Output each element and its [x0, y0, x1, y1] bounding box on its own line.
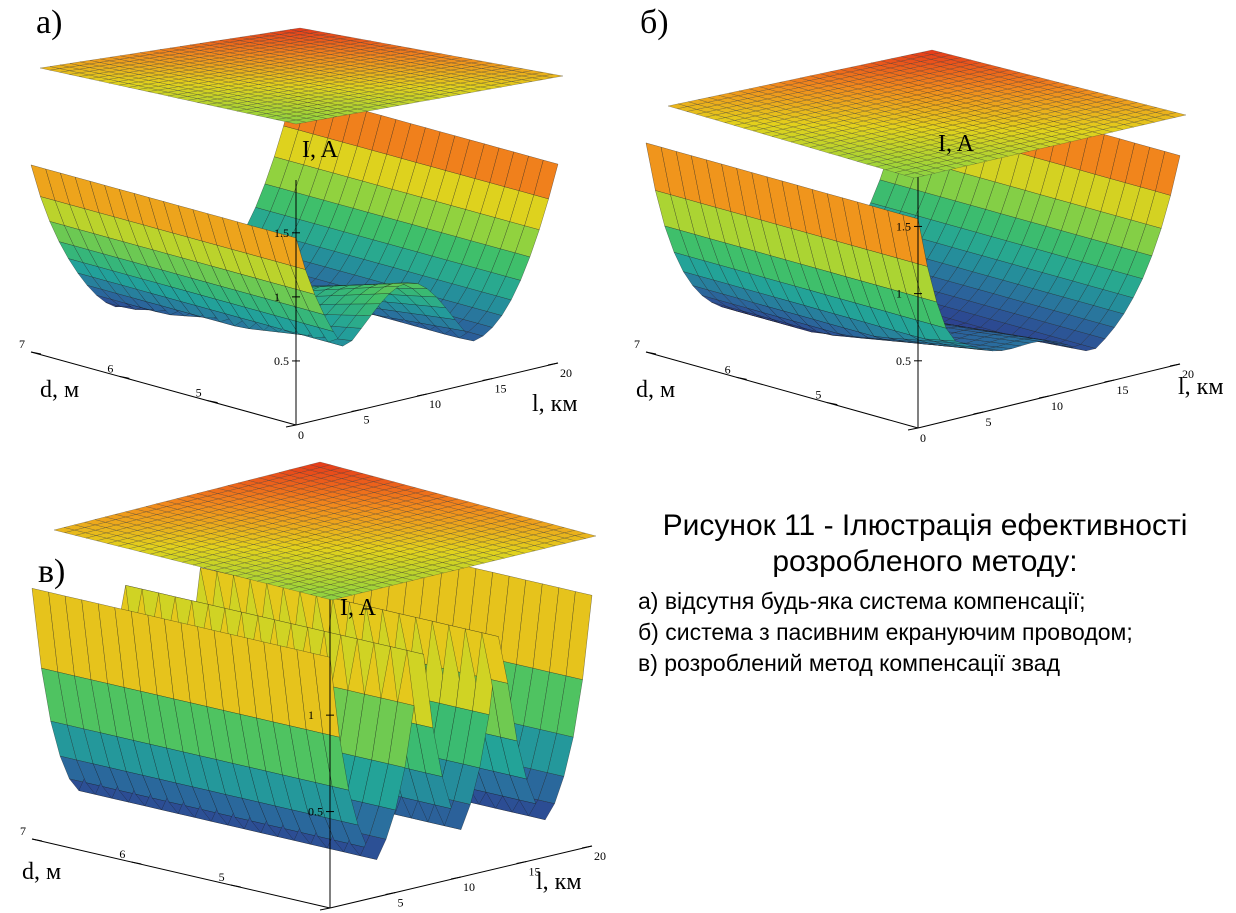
y-tick [131, 861, 142, 865]
y-tick-label: 5 [219, 870, 225, 884]
x-axis-label: l, км [536, 869, 582, 895]
x-tick [581, 845, 593, 849]
z-tick-label: 0.5 [896, 354, 911, 368]
x-tick-label: 0 [298, 428, 304, 442]
x-tick-label: 15 [529, 865, 541, 879]
caption-item-b: б) система з пасивним екрануючим проводо… [638, 619, 1133, 645]
surface-patch [1155, 151, 1181, 196]
y-axis-line [30, 351, 297, 426]
y-tick-label: 7 [634, 337, 640, 351]
z-tick-label: 0.5 [308, 805, 323, 819]
surface-plot-a: 0 5 10 15 20 5 6 7 0.5 1 1.5 [19, 27, 572, 442]
z-tick-label: 1 [896, 287, 902, 301]
x-tick-label: 20 [1182, 367, 1194, 381]
y-tick-label: 6 [107, 361, 113, 375]
panel-letter: а) [36, 4, 63, 41]
y-tick [207, 400, 218, 404]
surface-plot-b: 0 5 10 15 20 5 6 7 0.5 1 1.5 [634, 49, 1194, 445]
caption-item-c: в) розроблений метод компенсації звад [638, 650, 1061, 676]
reference-plane [39, 27, 564, 125]
y-axis-label: d, м [40, 377, 80, 403]
x-tick-label: 20 [560, 366, 572, 380]
surface-mesh [31, 525, 593, 861]
x-tick [1169, 363, 1181, 367]
y-tick [827, 402, 838, 406]
z-axis-label: I, A [938, 131, 974, 157]
y-tick [736, 376, 747, 380]
z-tick-label: 1 [308, 708, 314, 722]
y-axis-label: d, м [636, 377, 676, 403]
x-tick-label: 10 [463, 880, 475, 894]
x-tick [285, 424, 297, 428]
y-tick [31, 838, 43, 842]
y-axis-line [645, 351, 919, 429]
caption-title: Рисунок 11 - Ілюстрація ефективності роз… [662, 509, 1188, 578]
surface-patch [565, 591, 593, 680]
x-tick-label: 5 [398, 896, 404, 910]
y-axis-line [31, 838, 331, 909]
x-tick [385, 892, 396, 895]
x-tick-label: 0 [920, 431, 926, 445]
plane-cell [542, 73, 564, 79]
x-tick [516, 861, 527, 864]
x-axis-label: l, км [532, 391, 578, 417]
x-tick [547, 362, 559, 366]
y-tick-label: 5 [196, 386, 202, 400]
x-tick [450, 876, 462, 880]
y-tick-label: 6 [119, 847, 125, 861]
x-tick [1038, 395, 1050, 399]
x-tick [907, 427, 919, 431]
y-tick [230, 884, 241, 888]
x-tick-label: 15 [1117, 383, 1129, 397]
plane-cell [575, 532, 597, 539]
y-tick-label: 7 [20, 824, 26, 838]
x-tick-label: 10 [1051, 399, 1063, 413]
reference-plane [53, 461, 597, 601]
caption-item-a: а) відсутня будь-яка система компенсації… [638, 588, 1086, 614]
x-tick-label: 10 [429, 397, 441, 411]
y-tick [645, 351, 657, 355]
reference-plane [667, 49, 1187, 179]
x-tick-label: 20 [594, 849, 606, 863]
y-tick-label: 7 [19, 337, 25, 351]
figure-caption: Рисунок 11 - Ілюстрація ефективності роз… [638, 508, 1212, 679]
surface-panel-b: 0 5 10 15 20 5 6 7 0.5 1 1.5 б) I, A d, м l, км [618, 0, 1236, 446]
x-tick [1104, 379, 1115, 383]
x-axis-label: l, км [1178, 374, 1224, 400]
y-tick-label: 5 [815, 388, 821, 402]
y-tick [30, 351, 42, 355]
y-tick-label: 6 [725, 362, 731, 376]
panel-letter: б) [640, 4, 669, 41]
x-tick-label: 5 [364, 413, 370, 427]
y-axis-label: d, м [22, 859, 62, 885]
x-tick [351, 409, 362, 412]
surface-panel-c: 0 5 10 15 20 5 6 7 0.5 1 в) I, A d, м l, км [0, 450, 610, 913]
z-tick-label: 0.5 [274, 354, 289, 368]
surface-patch [533, 159, 559, 200]
surface-panel-a: 0 5 10 15 20 5 6 7 0.5 1 1.5 а) I, A d, м l, км [0, 0, 610, 443]
x-tick-label: 5 [986, 415, 992, 429]
z-tick-label: 1.5 [896, 219, 911, 233]
z-axis-label: I, A [302, 137, 338, 163]
x-tick [319, 907, 331, 911]
z-tick-label: 1.5 [274, 226, 289, 240]
surface-plot-c: 0 5 10 15 20 5 6 7 0.5 1 [20, 461, 606, 913]
x-tick [416, 393, 428, 397]
surface-mesh [30, 90, 559, 347]
plane-cell [1165, 112, 1187, 118]
z-tick-label: 1 [274, 290, 280, 304]
panel-letter: в) [38, 553, 66, 590]
x-tick [973, 411, 984, 415]
surface-mesh [645, 79, 1181, 352]
x-tick [482, 378, 493, 381]
y-tick [119, 375, 130, 379]
z-axis-label: I, A [340, 595, 376, 621]
x-tick-label: 15 [495, 382, 507, 396]
x-tick-label: 0 [332, 911, 338, 913]
